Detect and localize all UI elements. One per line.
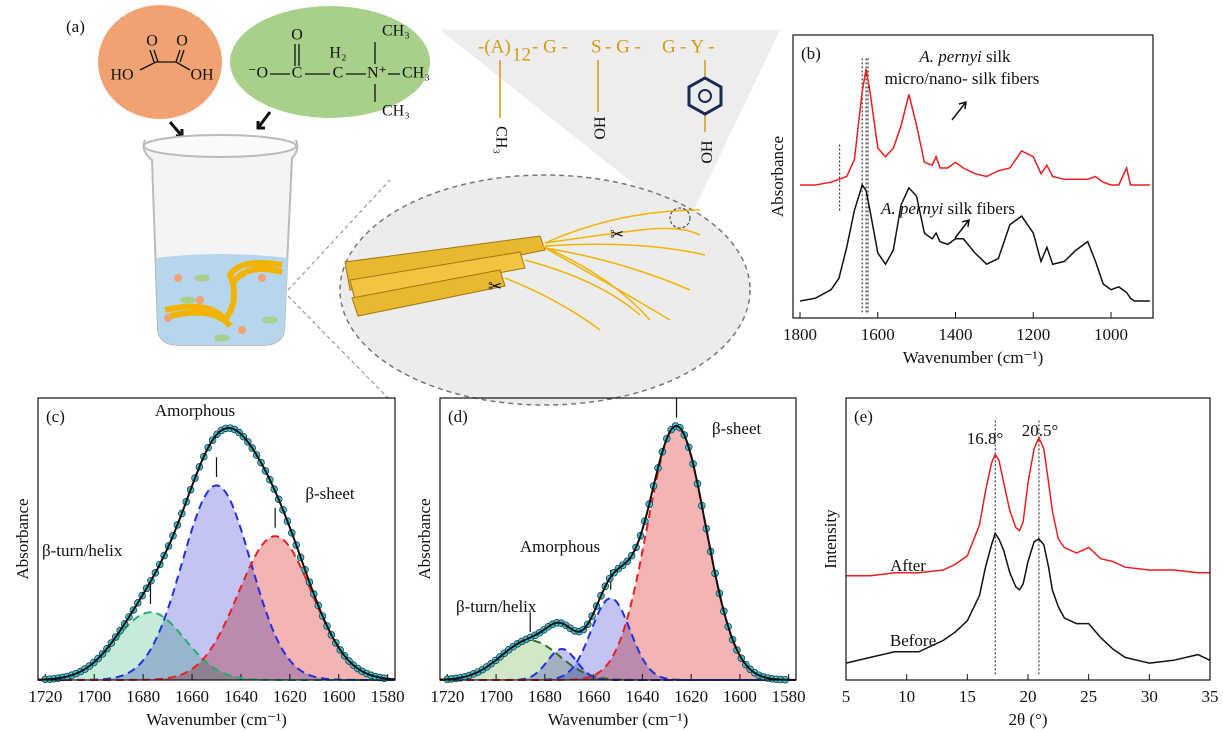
x-tick-label: 1580 <box>772 687 806 706</box>
beaker-rim <box>144 135 296 157</box>
side-chain: HO <box>590 116 607 139</box>
panel-label: (e) <box>854 407 873 426</box>
annotation: Amorphous <box>520 537 600 556</box>
x-tick-label: 1200 <box>1016 325 1050 344</box>
x-axis-label: Wavenumber (cm⁻¹) <box>146 710 287 729</box>
residue: - Y - <box>680 36 714 57</box>
residue: S <box>591 36 602 57</box>
atom: C <box>333 65 344 82</box>
x-tick-label: 1660 <box>175 687 209 706</box>
annotation: β-sheet <box>305 484 355 503</box>
y-axis-label: Absorbance <box>13 498 32 579</box>
atom: O <box>176 33 188 50</box>
y-axis-label: Intensity <box>821 509 840 569</box>
chart: (c) Wavenumber (cm⁻¹) Absorbance 1720 1700 16… <box>13 398 405 729</box>
x-tick-label: 1600 <box>322 687 356 706</box>
atom: ⁻O <box>248 65 268 82</box>
side-chain: HO <box>697 140 714 163</box>
x-tick-label: 1580 <box>371 687 405 706</box>
annotation: β-turn/helix <box>42 541 123 560</box>
atom: O <box>146 33 158 50</box>
x-tick-label: 1800 <box>783 325 817 344</box>
x-tick-label: 20 <box>1020 687 1037 706</box>
x-tick-label: 30 <box>1141 687 1158 706</box>
panel-label: (c) <box>46 407 65 426</box>
arrows <box>170 112 270 136</box>
residue: G <box>662 36 676 57</box>
atom: O <box>291 27 303 44</box>
annotation-italic: A. pernyi <box>918 47 982 66</box>
atom: HO <box>110 67 133 84</box>
page: {"panel_a": {"label": "(a)", "oxalic_aci… <box>0 0 1223 732</box>
residue-count: 12 <box>512 44 531 65</box>
y-axis-label: Absorbance <box>415 498 434 579</box>
x-tick-label: 1680 <box>126 687 160 706</box>
x-axis-label: 2θ (°) <box>1008 710 1047 729</box>
series-label: After <box>890 556 926 575</box>
y-axis-label: Absorbance <box>768 136 787 217</box>
x-tick-label: 35 <box>1202 687 1219 706</box>
x-tick-label: 1720 <box>430 687 464 706</box>
x-axis-label: Wavenumber (cm⁻¹) <box>903 348 1044 367</box>
atom: CH₃ <box>382 103 410 120</box>
x-tick-label: 1600 <box>861 325 895 344</box>
annotation: β-sheet <box>712 419 762 438</box>
residue: - G - <box>532 36 568 57</box>
panel-label: (b) <box>801 44 821 63</box>
x-tick-label: 10 <box>898 687 915 706</box>
atom: OH <box>190 67 214 84</box>
annotation: micro/nano- silk fibers <box>885 69 1040 88</box>
chart: (e) 2θ (°) Intensity 5 10 15 20 25 30 35 16.8° 20.5… <box>821 398 1219 729</box>
annotation: A. pernyi silk <box>918 47 1011 66</box>
side-chain: CH₃ <box>492 126 509 154</box>
figure: (a) O O HO OH O ⁻O C C H₂ N⁺ CH₃ CH₃ CH₃… <box>0 0 1223 732</box>
chart: (b) Wavenumber (cm⁻¹) Absorbance 1800 1600 14… <box>768 35 1153 367</box>
x-tick-label: 1000 <box>1094 325 1128 344</box>
x-tick-label: 1660 <box>577 687 611 706</box>
x-tick-label: 1680 <box>528 687 562 706</box>
annotation: β-turn/helix <box>456 597 537 616</box>
annotation: Amorphous <box>155 401 235 420</box>
annotation-text: micro/nano- silk fibers <box>885 69 1040 88</box>
atom: CH₃ <box>402 65 430 82</box>
atom: CH₃ <box>382 23 410 40</box>
panel-label: (a) <box>66 17 85 36</box>
atom: H₂ <box>329 45 346 62</box>
panel-label: (d) <box>448 407 468 426</box>
annotation: 20.5° <box>1022 421 1059 440</box>
scissors-icon: ✂ <box>610 225 624 244</box>
x-tick-label: 1400 <box>939 325 973 344</box>
residue: - G - <box>605 36 641 57</box>
x-tick-label: 1620 <box>273 687 307 706</box>
atom: N⁺ <box>367 65 387 82</box>
annotation-text: silk <box>982 47 1011 66</box>
atom: C <box>292 65 303 82</box>
x-tick-label: 5 <box>842 687 851 706</box>
chart: (d) Wavenumber (cm⁻¹) Absorbance 1720 1700 16… <box>415 398 806 729</box>
x-tick-label: 25 <box>1080 687 1097 706</box>
annotation: 16.8° <box>967 429 1004 448</box>
x-tick-label: 1640 <box>625 687 659 706</box>
x-tick-label: 15 <box>959 687 976 706</box>
schematic: (a) O O HO OH O ⁻O C C H₂ N⁺ CH₃ CH₃ CH₃… <box>66 5 780 405</box>
x-axis-label: Wavenumber (cm⁻¹) <box>548 710 689 729</box>
x-tick-label: 1600 <box>723 687 757 706</box>
x-tick-label: 1700 <box>77 687 111 706</box>
x-tick-label: 1720 <box>28 687 62 706</box>
annotation-text: silk fibers <box>943 199 1015 218</box>
x-tick-label: 1620 <box>674 687 708 706</box>
x-tick-label: 1700 <box>479 687 513 706</box>
annotation-italic: A. pernyi <box>880 199 944 218</box>
scissors-icon: ✂ <box>488 277 502 296</box>
series-label: Before <box>890 631 936 650</box>
residue: -(A) <box>478 36 511 57</box>
x-tick-label: 1640 <box>224 687 258 706</box>
